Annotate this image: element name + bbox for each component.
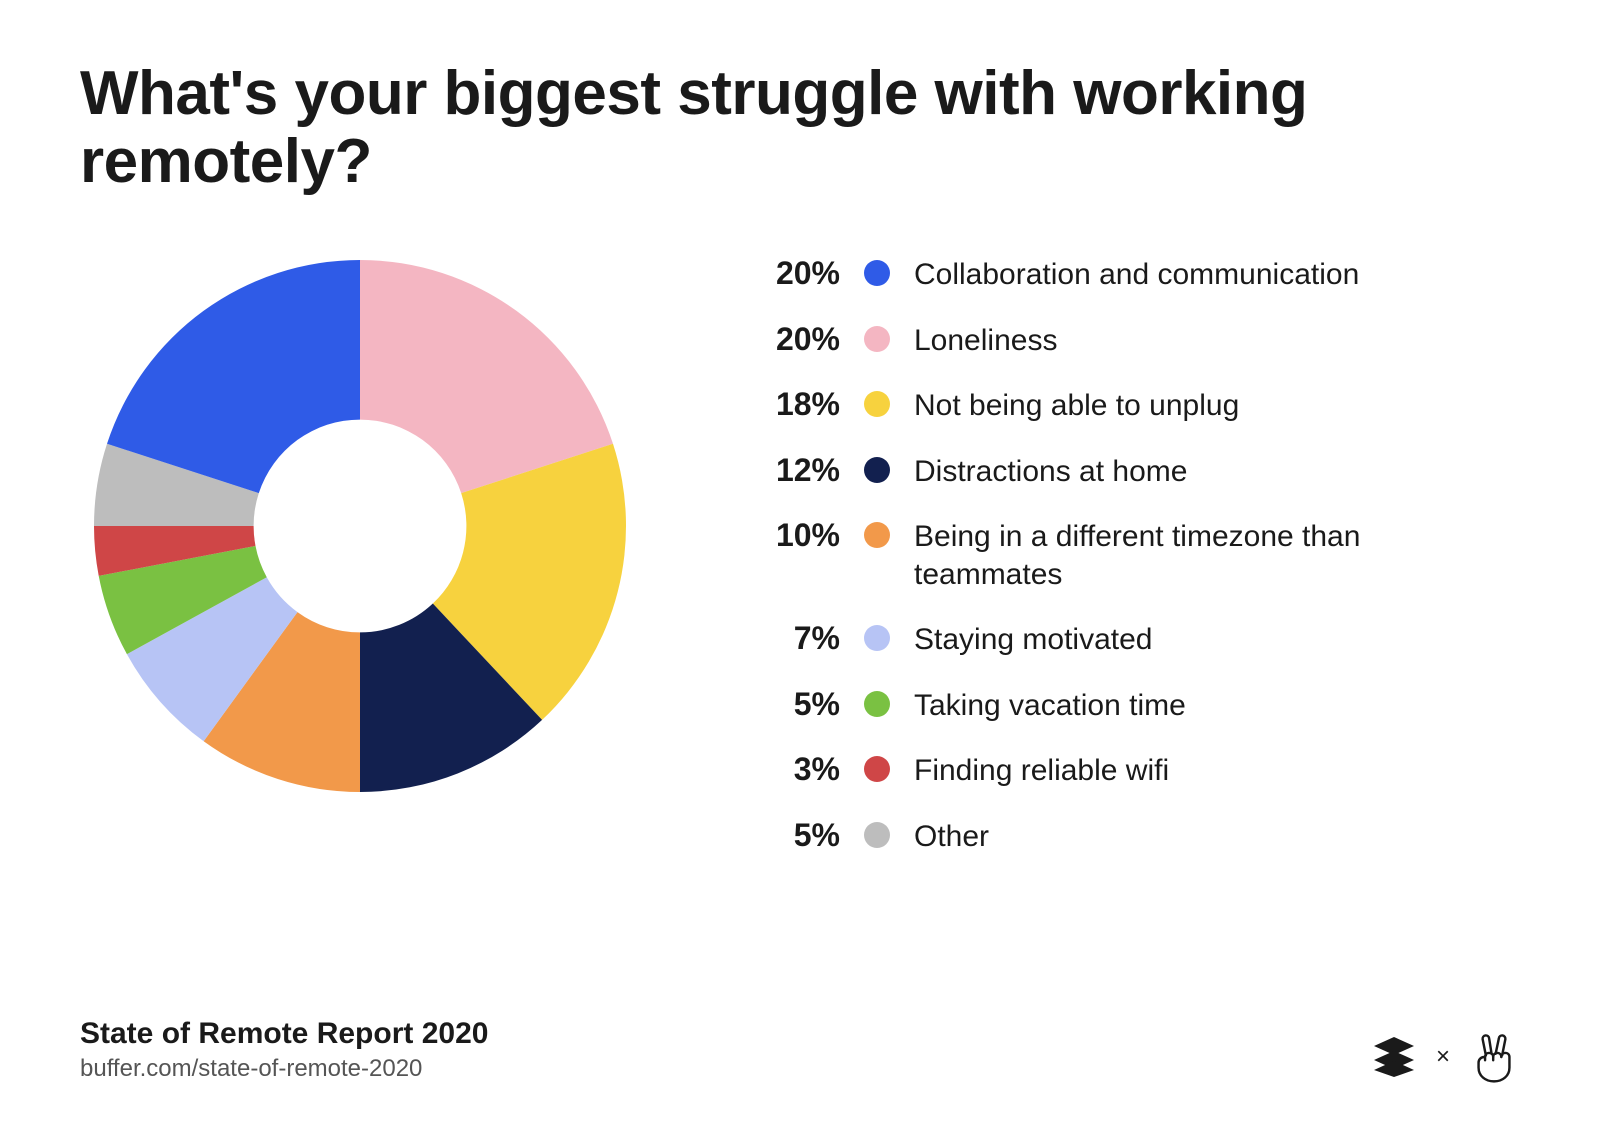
legend-row-distractions: 12% Distractions at home bbox=[740, 453, 1520, 491]
legend-percent: 7% bbox=[740, 621, 840, 656]
legend-label: Collaboration and communication bbox=[914, 256, 1359, 294]
donut-chart bbox=[80, 246, 640, 806]
footer: State of Remote Report 2020 buffer.com/s… bbox=[80, 1017, 488, 1083]
legend-row-timezone: 10% Being in a different timezone than te… bbox=[740, 518, 1520, 593]
legend-dot-icon bbox=[864, 822, 890, 848]
legend-label: Staying motivated bbox=[914, 621, 1152, 659]
legend-label: Taking vacation time bbox=[914, 687, 1186, 725]
legend-row-motivated: 7% Staying motivated bbox=[740, 621, 1520, 659]
legend-label: Finding reliable wifi bbox=[914, 752, 1169, 790]
legend-percent: 3% bbox=[740, 752, 840, 787]
legend-row-loneliness: 20% Loneliness bbox=[740, 322, 1520, 360]
legend-percent: 5% bbox=[740, 687, 840, 722]
legend-label: Not being able to unplug bbox=[914, 387, 1239, 425]
peace-hand-icon bbox=[1468, 1031, 1520, 1083]
legend-dot-icon bbox=[864, 756, 890, 782]
legend-row-wifi: 3% Finding reliable wifi bbox=[740, 752, 1520, 790]
legend-dot-icon bbox=[864, 326, 890, 352]
legend: 20% Collaboration and communication 20% Lon… bbox=[740, 246, 1520, 883]
footer-title: State of Remote Report 2020 bbox=[80, 1017, 488, 1051]
footer-url: buffer.com/state-of-remote-2020 bbox=[80, 1055, 488, 1083]
legend-dot-icon bbox=[864, 457, 890, 483]
legend-label: Distractions at home bbox=[914, 453, 1187, 491]
legend-row-unplug: 18% Not being able to unplug bbox=[740, 387, 1520, 425]
legend-percent: 12% bbox=[740, 453, 840, 488]
legend-percent: 20% bbox=[740, 256, 840, 291]
legend-label: Being in a different timezone than teamm… bbox=[914, 518, 1474, 593]
legend-row-other: 5% Other bbox=[740, 818, 1520, 856]
legend-dot-icon bbox=[864, 522, 890, 548]
chart-title: What's your biggest struggle with workin… bbox=[80, 60, 1480, 196]
chart-content-row: 20% Collaboration and communication 20% Lon… bbox=[80, 246, 1520, 883]
legend-row-vacation: 5% Taking vacation time bbox=[740, 687, 1520, 725]
logo-separator: × bbox=[1436, 1043, 1450, 1071]
legend-percent: 20% bbox=[740, 322, 840, 357]
legend-dot-icon bbox=[864, 691, 890, 717]
legend-label: Loneliness bbox=[914, 322, 1057, 360]
legend-dot-icon bbox=[864, 391, 890, 417]
legend-label: Other bbox=[914, 818, 989, 856]
legend-row-collaboration: 20% Collaboration and communication bbox=[740, 256, 1520, 294]
buffer-icon bbox=[1370, 1033, 1418, 1081]
legend-dot-icon bbox=[864, 625, 890, 651]
donut-svg bbox=[80, 246, 640, 806]
legend-percent: 5% bbox=[740, 818, 840, 853]
logo-group: × bbox=[1370, 1031, 1520, 1083]
legend-percent: 10% bbox=[740, 518, 840, 553]
legend-percent: 18% bbox=[740, 387, 840, 422]
legend-dot-icon bbox=[864, 260, 890, 286]
